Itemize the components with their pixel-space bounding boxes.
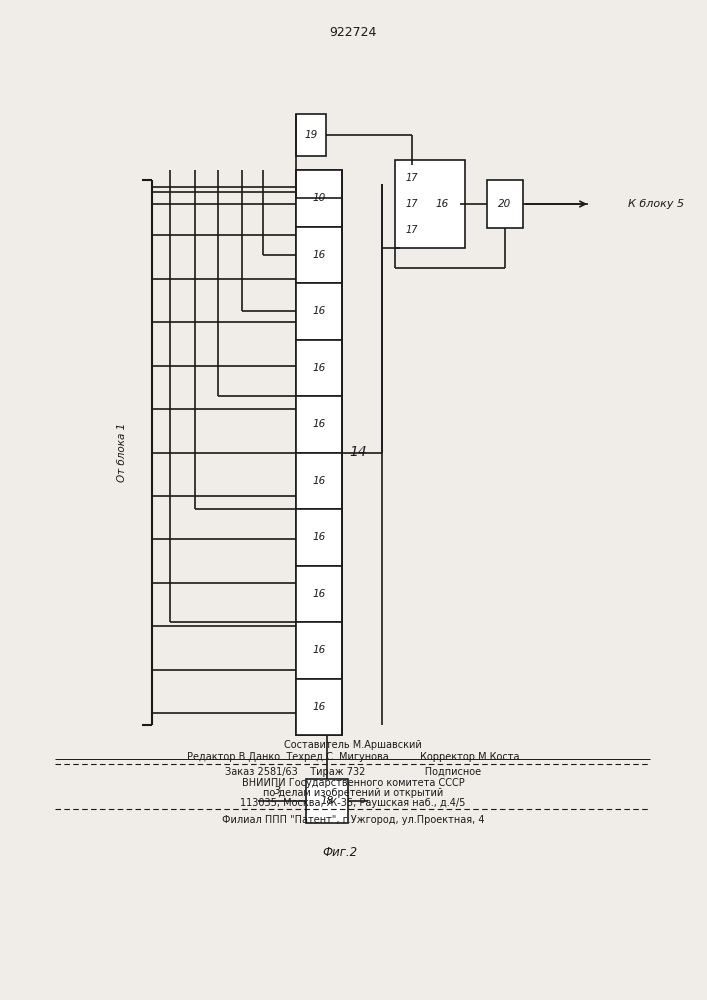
- Text: 16: 16: [312, 419, 326, 429]
- Text: 14: 14: [349, 446, 367, 460]
- Bar: [296, 566, 342, 622]
- Text: 19: 19: [305, 130, 317, 140]
- Bar: [424, 165, 460, 243]
- Text: 16: 16: [436, 199, 449, 209]
- Text: 17: 17: [406, 199, 419, 209]
- Text: 16: 16: [312, 589, 326, 599]
- Text: Составитель М.Аршавский: Составитель М.Аршавский: [284, 740, 422, 750]
- Text: От блока 1: От блока 1: [117, 423, 127, 482]
- Text: ВНИИПИ Государственного комитета СССР: ВНИИПИ Государственного комитета СССР: [242, 778, 464, 788]
- Text: 17: 17: [406, 225, 419, 235]
- Bar: [296, 452, 342, 509]
- Text: Заказ 2581/63    Тираж 732                   Подписное: Заказ 2581/63 Тираж 732 Подписное: [225, 767, 481, 777]
- Text: 3: 3: [274, 786, 281, 796]
- Bar: [296, 170, 342, 735]
- Text: Филиал ППП "Патент", г.Ужгород, ул.Проектная, 4: Филиал ППП "Патент", г.Ужгород, ул.Проек…: [222, 815, 484, 825]
- Bar: [296, 622, 342, 678]
- Text: 20: 20: [498, 199, 512, 209]
- Text: по делам изобретений и открытий: по делам изобретений и открытий: [263, 788, 443, 798]
- Bar: [296, 509, 342, 566]
- Text: 16: 16: [312, 532, 326, 542]
- Bar: [400, 165, 424, 191]
- Bar: [296, 340, 342, 396]
- Text: 17: 17: [406, 173, 419, 183]
- Bar: [400, 191, 424, 217]
- Text: 10: 10: [312, 193, 326, 203]
- Bar: [395, 160, 465, 248]
- Bar: [296, 227, 342, 283]
- Text: Фиг.2: Фиг.2: [322, 846, 358, 859]
- Bar: [296, 170, 342, 227]
- Bar: [296, 283, 342, 340]
- Text: 113035, Москва, Ж-35, Раушская наб., д.4/5: 113035, Москва, Ж-35, Раушская наб., д.4…: [240, 798, 466, 808]
- Text: 16: 16: [312, 306, 326, 316]
- Bar: [296, 678, 342, 735]
- Bar: [296, 114, 326, 156]
- Text: 16: 16: [312, 702, 326, 712]
- Text: 16: 16: [312, 476, 326, 486]
- Text: К блоку 5: К блоку 5: [628, 199, 684, 209]
- Text: 18: 18: [320, 796, 334, 806]
- Text: 922724: 922724: [329, 26, 377, 39]
- Text: Редактор В.Данко  Техред С. Мигунова          Корректор М.Коста: Редактор В.Данко Техред С. Мигунова Корр…: [187, 752, 519, 762]
- Bar: [306, 779, 348, 823]
- Text: 16: 16: [312, 363, 326, 373]
- Text: 16: 16: [312, 250, 326, 260]
- Bar: [400, 217, 424, 243]
- Bar: [487, 180, 523, 228]
- Text: 16: 16: [312, 645, 326, 655]
- Bar: [296, 396, 342, 452]
